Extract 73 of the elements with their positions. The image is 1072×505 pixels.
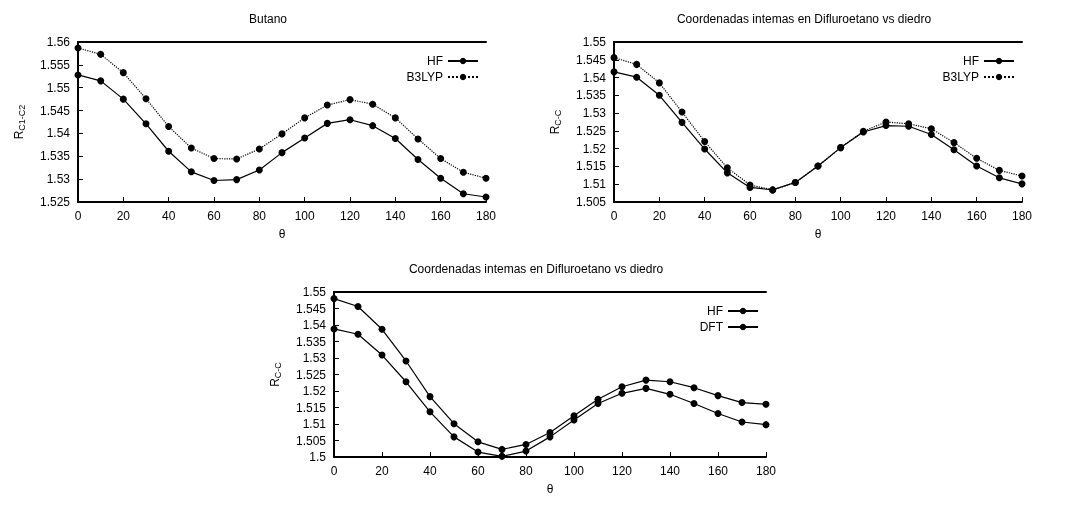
x-tick-label: 180 (1011, 209, 1033, 223)
x-tick-label: 100 (294, 209, 315, 223)
x-tick-label: 40 (423, 464, 437, 478)
x-tick-label: 0 (74, 209, 82, 223)
y-tick-label: 1.52 (582, 141, 607, 156)
legend-label: B3LYP (406, 70, 443, 84)
x-tick-label: 60 (743, 209, 757, 223)
x-tick-label: 60 (471, 464, 485, 478)
x-axis-title: θ (814, 227, 822, 241)
x-tick-label: 40 (697, 209, 712, 223)
x-tick-label: 120 (611, 464, 633, 478)
x-tick-label: 180 (755, 464, 777, 478)
y-tick-label: 1.505 (295, 433, 327, 448)
y-tick-label: 1.54 (46, 126, 71, 141)
x-tick-label: 140 (385, 209, 406, 223)
x-tick-label: 80 (519, 464, 533, 478)
y-tick-label: 1.545 (39, 103, 71, 118)
y-tick-label: 1.515 (575, 159, 607, 174)
x-tick-label: 80 (788, 209, 803, 223)
chart-title: Coordenadas intemas en Difluroetano vs diedro (676, 12, 932, 26)
x-tick-label: 180 (475, 209, 497, 223)
y-tick-label: 1.5 (309, 450, 327, 464)
y-tick-label: 1.535 (295, 334, 327, 349)
y-tick-label: 1.515 (295, 400, 327, 415)
y-axis-title: RC-C (267, 361, 283, 387)
y-tick-label: 1.53 (582, 106, 607, 121)
y-tick-label: 1.52 (302, 384, 327, 398)
x-tick-label: 0 (330, 464, 338, 478)
y-tick-label: 1.55 (46, 80, 71, 95)
y-tick-label: 1.535 (575, 88, 607, 103)
x-axis-title: θ (278, 227, 286, 241)
x-tick-label: 100 (563, 464, 585, 478)
legend-label: HF (427, 54, 443, 68)
x-tick-label: 20 (652, 209, 667, 223)
y-tick-label: 1.525 (39, 195, 71, 209)
legend-label: DFT (699, 320, 724, 334)
y-tick-label: 1.525 (295, 367, 327, 382)
y-tick-label: 1.525 (575, 123, 607, 138)
y-tick-label: 1.56 (46, 35, 71, 49)
chart-title: Coordenadas intemas en Difluroetano vs diedro (408, 262, 664, 276)
y-tick-label: 1.55 (302, 285, 327, 299)
chart-title: Butano (248, 12, 288, 26)
y-tick-label: 1.545 (575, 52, 607, 67)
y-tick-label: 1.53 (302, 351, 327, 365)
x-tick-label: 140 (659, 464, 681, 478)
y-tick-label: 1.54 (582, 70, 607, 85)
y-tick-label: 1.51 (302, 417, 327, 431)
y-tick-label: 1.555 (39, 57, 71, 72)
x-tick-label: 120 (339, 209, 361, 223)
y-tick-label: 1.53 (46, 172, 71, 187)
legend-label: B3LYP (942, 70, 979, 84)
y-tick-label: 1.54 (302, 318, 327, 332)
y-tick-label: 1.535 (39, 149, 71, 164)
x-tick-label: 40 (161, 209, 176, 223)
x-tick-label: 140 (921, 209, 942, 223)
legend-label: HF (963, 54, 979, 68)
x-tick-label: 160 (430, 209, 451, 223)
x-axis-title: θ (546, 482, 554, 496)
x-tick-label: 120 (875, 209, 897, 223)
x-tick-label: 80 (252, 209, 267, 223)
y-tick-label: 1.51 (582, 177, 607, 192)
y-tick-label: 1.55 (582, 35, 607, 49)
x-tick-label: 20 (116, 209, 131, 223)
x-tick-label: 160 (707, 464, 729, 478)
x-tick-label: 0 (610, 209, 618, 223)
x-tick-label: 60 (207, 209, 221, 223)
y-tick-label: 1.505 (575, 195, 607, 209)
y-axis-title: RC1-C2 (11, 104, 27, 140)
x-tick-label: 160 (966, 209, 987, 223)
legend-label: HF (707, 304, 723, 318)
y-tick-label: 1.545 (295, 301, 327, 316)
x-tick-label: 20 (375, 464, 389, 478)
x-tick-label: 100 (830, 209, 851, 223)
